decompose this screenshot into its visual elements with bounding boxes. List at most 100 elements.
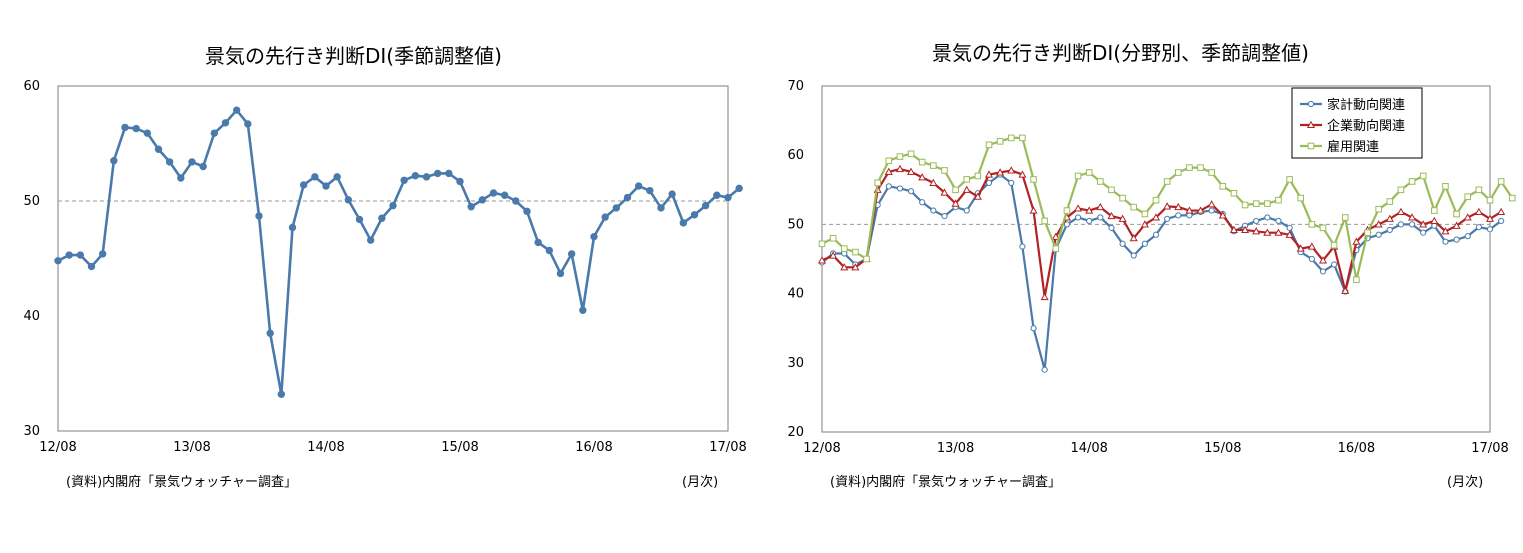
data-point (1129, 234, 1138, 242)
data-point (884, 167, 893, 175)
data-point (1040, 292, 1049, 301)
data-point (1263, 228, 1272, 236)
data-point (701, 201, 710, 210)
data-point (411, 172, 420, 180)
data-point (930, 207, 937, 214)
data-point (1508, 194, 1516, 202)
data-point (1130, 203, 1138, 211)
x-tick-label: 12/08 (803, 441, 840, 456)
data-point (1019, 134, 1026, 142)
data-point (930, 162, 937, 169)
y-tick-label: 50 (787, 217, 804, 232)
data-point (1019, 243, 1026, 250)
data-point (817, 256, 827, 264)
chart1-unit-label: (月次) (682, 475, 719, 490)
data-point (896, 185, 904, 192)
data-point (963, 176, 971, 183)
data-point (1297, 194, 1305, 202)
data-point (941, 212, 948, 220)
data-point (962, 185, 971, 193)
data-point (1140, 220, 1149, 228)
data-point (132, 124, 140, 133)
data-point (1063, 221, 1071, 228)
data-point (344, 196, 353, 204)
data-point (1196, 206, 1205, 214)
data-point (1041, 217, 1048, 225)
data-point (1074, 214, 1082, 221)
chart1-title: 景気の先行き判断DI(季節調整値) (205, 44, 502, 68)
data-point (963, 207, 970, 214)
data-point (1197, 164, 1204, 171)
data-point (1241, 225, 1250, 233)
data-point (1118, 214, 1127, 222)
data-point (1085, 206, 1094, 214)
data-point (907, 167, 916, 175)
data-point (713, 191, 721, 199)
data-point (277, 390, 286, 398)
data-point (1419, 172, 1427, 180)
data-point (1174, 202, 1183, 211)
data-point (1463, 213, 1472, 221)
data-point (1252, 200, 1260, 207)
data-point (579, 306, 587, 314)
data-point (1475, 186, 1483, 194)
data-point (1151, 213, 1161, 221)
data-point (818, 240, 826, 248)
y-tick-label: 30 (23, 424, 40, 439)
data-point (54, 257, 62, 265)
data-point (1107, 211, 1116, 220)
data-point (984, 170, 994, 178)
data-point (199, 162, 207, 171)
y-tick-label: 40 (787, 287, 804, 302)
data-point (1097, 214, 1104, 221)
data-point (612, 204, 621, 212)
data-point (121, 123, 129, 132)
data-point (98, 250, 107, 258)
data-point (1475, 224, 1482, 231)
data-point (1219, 183, 1227, 190)
data-point (996, 138, 1004, 145)
data-point (1385, 214, 1394, 222)
data-point (690, 211, 699, 219)
data-point (1030, 176, 1037, 183)
data-point (907, 188, 915, 195)
chart2-source-note: (資料)内閣府「景気ウォッチャー調査」 (830, 475, 1062, 490)
data-point (1375, 231, 1382, 238)
data-point (1252, 227, 1261, 235)
data-point (210, 129, 219, 137)
data-point (1286, 176, 1293, 183)
y-tick-label: 60 (23, 79, 40, 94)
data-point (221, 119, 230, 127)
data-point (1497, 207, 1506, 216)
data-point (445, 169, 453, 178)
data-point (1175, 212, 1182, 219)
data-point (1397, 221, 1405, 228)
legend-label: 家計動向関連 (1327, 97, 1405, 113)
data-point (1163, 178, 1171, 185)
data-point (1486, 196, 1494, 204)
data-point (165, 158, 174, 166)
data-point (1274, 228, 1283, 236)
data-point (1453, 236, 1460, 243)
data-point (1497, 178, 1505, 185)
data-point (366, 236, 375, 244)
data-point (1486, 226, 1494, 233)
data-point (1007, 166, 1016, 174)
x-tick-label: 16/08 (1338, 441, 1375, 456)
data-point (1186, 164, 1193, 171)
data-point (863, 255, 870, 263)
data-point (1408, 178, 1416, 185)
data-point (1207, 200, 1216, 208)
chart1-plot: 30 40 50 60 12/08 13/08 14/08 15/08 16/08 17/08 (23, 79, 746, 455)
data-point (177, 174, 185, 182)
data-point (512, 197, 520, 205)
data-point (534, 238, 542, 247)
data-point (567, 250, 576, 258)
data-point (378, 214, 386, 222)
data-point (1108, 224, 1115, 231)
data-point (1218, 211, 1227, 219)
data-point (829, 251, 838, 259)
data-point (1442, 238, 1449, 245)
data-point (266, 329, 274, 337)
data-point (657, 204, 665, 212)
